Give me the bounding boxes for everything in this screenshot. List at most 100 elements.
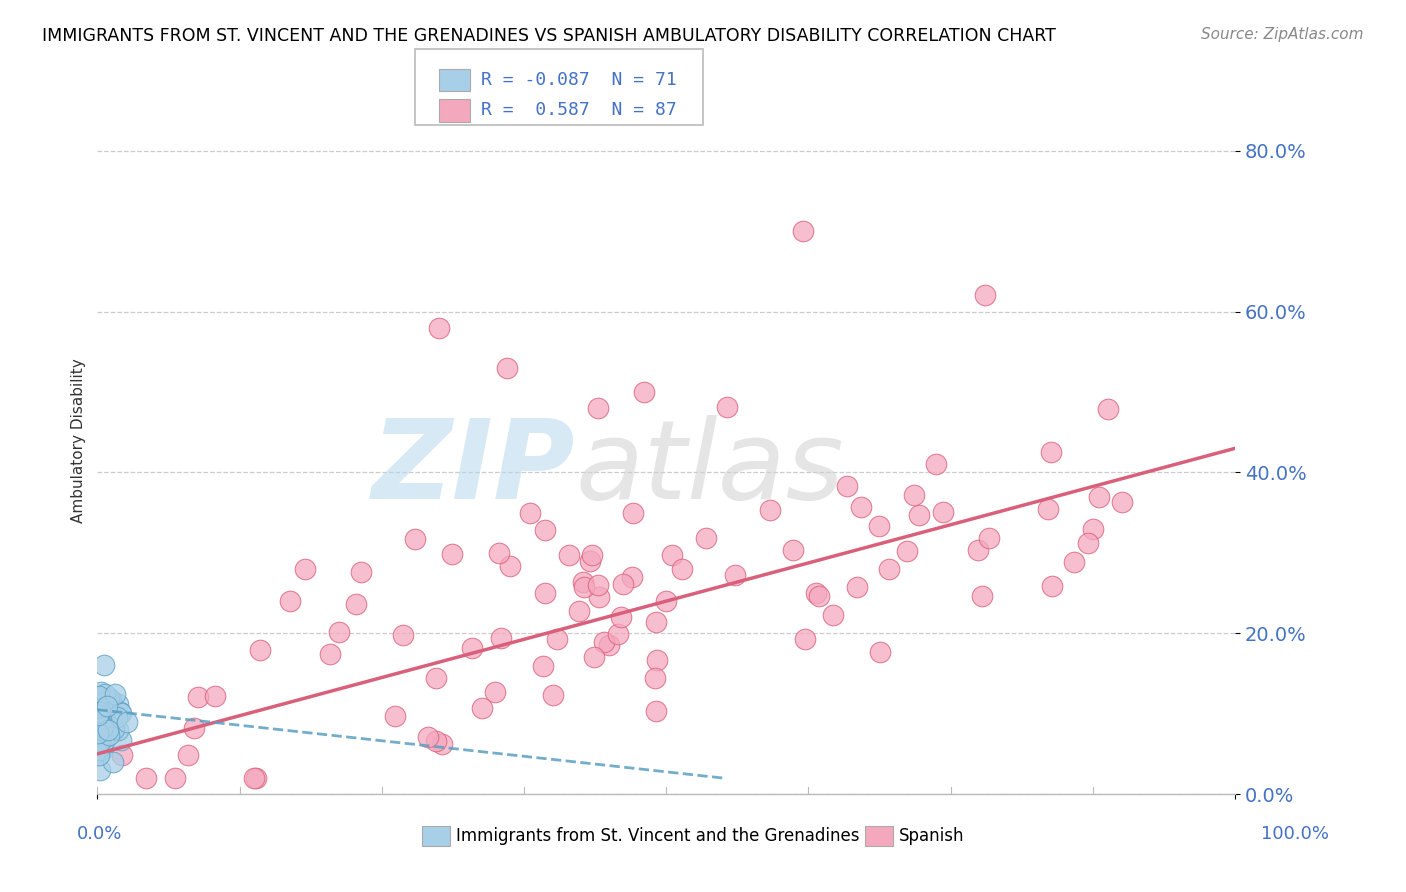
Point bbox=[110, 732, 132, 747]
Point bbox=[89, 723, 111, 738]
Point bbox=[868, 519, 890, 533]
Point bbox=[903, 488, 925, 502]
Point bbox=[609, 610, 631, 624]
Text: atlas: atlas bbox=[575, 415, 844, 522]
Point bbox=[87, 721, 110, 735]
Point bbox=[484, 685, 506, 699]
Point bbox=[808, 590, 831, 604]
Point bbox=[586, 578, 609, 592]
Point bbox=[90, 684, 112, 698]
Point bbox=[1040, 579, 1063, 593]
Point bbox=[534, 524, 557, 538]
Point bbox=[572, 575, 595, 590]
Point bbox=[821, 608, 844, 623]
Point bbox=[87, 727, 110, 741]
Point bbox=[89, 689, 111, 703]
Point bbox=[671, 562, 693, 576]
Point bbox=[87, 715, 110, 730]
Point bbox=[204, 689, 226, 703]
Point bbox=[91, 701, 114, 715]
Point bbox=[869, 645, 891, 659]
Point bbox=[606, 627, 628, 641]
Point bbox=[89, 735, 111, 749]
Point bbox=[93, 718, 115, 732]
Text: Spanish: Spanish bbox=[898, 827, 965, 845]
Point bbox=[245, 771, 267, 785]
Point bbox=[1077, 536, 1099, 550]
Point bbox=[97, 691, 120, 706]
Text: Immigrants from St. Vincent and the Grenadines: Immigrants from St. Vincent and the Gren… bbox=[456, 827, 859, 845]
Point bbox=[87, 736, 110, 750]
Point bbox=[621, 507, 644, 521]
Point bbox=[96, 699, 118, 714]
Point bbox=[804, 586, 827, 600]
Point bbox=[1081, 522, 1104, 536]
Point bbox=[91, 698, 114, 713]
Point bbox=[94, 687, 117, 701]
Point bbox=[645, 615, 668, 630]
Point bbox=[907, 508, 929, 522]
Point bbox=[91, 714, 114, 729]
Point bbox=[612, 577, 634, 591]
Point bbox=[115, 714, 138, 729]
Point bbox=[93, 731, 115, 745]
Point bbox=[91, 707, 114, 722]
Text: IMMIGRANTS FROM ST. VINCENT AND THE GRENADINES VS SPANISH AMBULATORY DISABILITY : IMMIGRANTS FROM ST. VINCENT AND THE GREN… bbox=[42, 27, 1056, 45]
Point bbox=[87, 733, 110, 747]
Point bbox=[86, 691, 108, 706]
Point bbox=[1038, 501, 1060, 516]
Point bbox=[579, 554, 602, 568]
Point bbox=[849, 500, 872, 515]
Point bbox=[91, 723, 114, 737]
Point bbox=[794, 632, 817, 646]
Text: R = -0.087  N = 71: R = -0.087 N = 71 bbox=[481, 71, 676, 89]
Point bbox=[87, 708, 110, 723]
Point bbox=[87, 716, 110, 731]
Point bbox=[96, 718, 118, 732]
Point bbox=[655, 594, 678, 608]
Point bbox=[89, 714, 111, 729]
Point bbox=[98, 728, 121, 742]
Point bbox=[425, 733, 447, 747]
Point bbox=[87, 721, 110, 735]
Point bbox=[107, 697, 129, 711]
Point bbox=[598, 639, 620, 653]
Point bbox=[278, 594, 301, 608]
Point bbox=[243, 771, 266, 785]
Point bbox=[104, 686, 127, 700]
Point bbox=[558, 549, 581, 563]
Point bbox=[924, 457, 946, 471]
Point bbox=[427, 320, 450, 334]
Point bbox=[249, 643, 271, 657]
Point bbox=[404, 533, 426, 547]
Point bbox=[93, 733, 115, 747]
Point bbox=[87, 697, 110, 711]
Point bbox=[644, 671, 666, 685]
Point bbox=[758, 503, 780, 517]
Point bbox=[183, 721, 205, 735]
Point bbox=[416, 731, 439, 745]
Point bbox=[724, 568, 747, 582]
Point bbox=[93, 725, 115, 739]
Text: ZIP: ZIP bbox=[371, 415, 575, 522]
Point bbox=[970, 589, 993, 603]
Point bbox=[93, 658, 115, 673]
Point bbox=[430, 737, 453, 751]
Point bbox=[1063, 555, 1085, 569]
Point bbox=[93, 699, 115, 714]
Point bbox=[90, 743, 112, 757]
Point bbox=[896, 544, 918, 558]
Point bbox=[89, 763, 111, 777]
Point bbox=[546, 632, 568, 647]
Point bbox=[835, 479, 858, 493]
Point bbox=[89, 695, 111, 709]
Point bbox=[645, 653, 668, 667]
Point bbox=[716, 400, 738, 414]
Point bbox=[845, 580, 868, 594]
Point bbox=[384, 708, 406, 723]
Point bbox=[110, 747, 132, 762]
Point bbox=[499, 559, 522, 574]
Point bbox=[97, 694, 120, 708]
Text: 0.0%: 0.0% bbox=[77, 825, 122, 843]
Point bbox=[319, 647, 342, 661]
